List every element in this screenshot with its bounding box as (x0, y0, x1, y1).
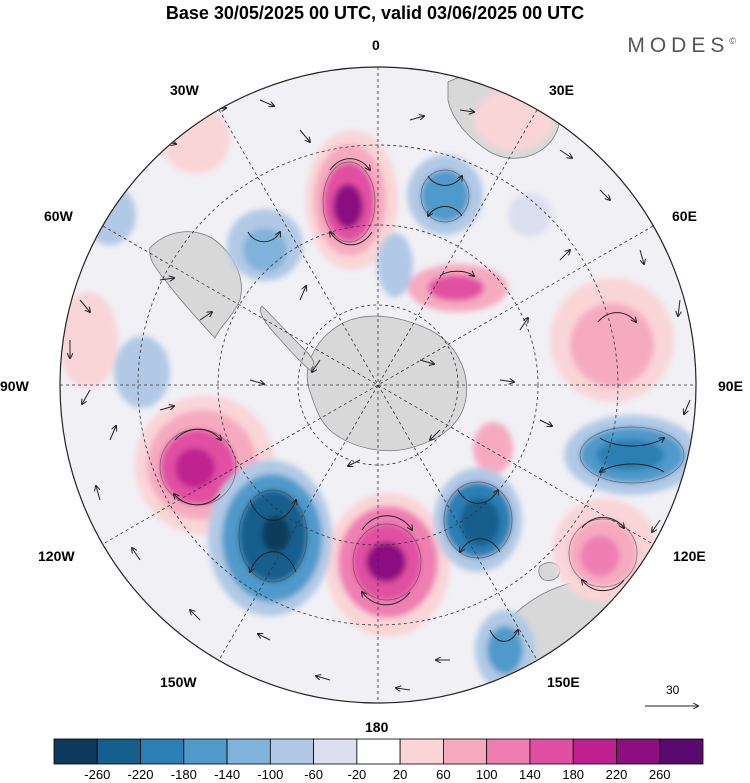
colorbar-swatch (659, 738, 704, 765)
colorbar-tick-label: 140 (519, 767, 541, 782)
colorbar-tick-label: -260 (84, 767, 111, 782)
colorbar-swatch (572, 738, 617, 765)
colorbar-swatch (399, 738, 444, 765)
antarctica (306, 315, 468, 452)
colorbar-swatch (486, 738, 531, 765)
brand-name: MODES (627, 34, 730, 57)
lon-label-150w: 150W (160, 674, 197, 690)
colorbar-swatch (616, 738, 661, 765)
colorbar-swatch (356, 738, 401, 765)
map-field (60, 67, 696, 703)
lon-label-30e: 30E (549, 82, 574, 98)
lon-label-0: 0 (372, 37, 380, 53)
colorbar-tick-label: 20 (392, 767, 408, 782)
colorbar-tick-label: 220 (605, 767, 628, 782)
colorbar-tick-label: -60 (304, 767, 323, 782)
colorbar-tick-label: -220 (127, 767, 154, 782)
colorbar-swatch (96, 738, 141, 765)
map-title: Base 30/05/2025 00 UTC, valid 03/06/2025… (165, 3, 585, 23)
lon-label-120e: 120E (673, 548, 706, 564)
colorbar (53, 738, 704, 765)
colorbar-tick-label: 60 (436, 767, 451, 782)
tasmania (538, 562, 561, 581)
lon-label-90w: 90W (0, 378, 29, 394)
copyright-mark: © (729, 36, 736, 46)
map-border (59, 66, 697, 704)
colorbar-swatch (226, 738, 271, 765)
colorbar-swatch (53, 738, 98, 765)
lon-label-30w: 30W (170, 82, 199, 98)
lon-label-150e: 150E (547, 674, 580, 690)
lon-label-60w: 60W (44, 208, 73, 224)
antarctic-peninsula (260, 305, 315, 373)
colorbar-swatch (183, 738, 228, 765)
colorbar-tick-label: -100 (257, 767, 284, 782)
colorbar-swatch (313, 738, 358, 765)
colorbar-tick-label: -180 (170, 767, 197, 782)
lon-label-90e: 90E (718, 378, 743, 394)
colorbar-swatch (529, 738, 574, 765)
colorbar-tick-label: -140 (214, 767, 241, 782)
modes-logo: MODES© (627, 34, 736, 58)
colorbar-tick-label: 180 (562, 767, 585, 782)
colorbar-tick-label: -20 (347, 767, 367, 782)
colorbar-tick-label: 260 (648, 767, 671, 782)
colorbar-swatch (140, 738, 185, 765)
lon-label-120w: 120W (38, 548, 75, 564)
reference-vector-value: 30 (666, 683, 680, 697)
lon-label-60e: 60E (672, 208, 697, 224)
lon-label-180: 180 (365, 719, 389, 735)
colorbar-swatch (269, 738, 314, 765)
colorbar-tick-label: 100 (475, 767, 498, 782)
colorbar-swatch (442, 738, 488, 765)
graticule (60, 67, 696, 703)
